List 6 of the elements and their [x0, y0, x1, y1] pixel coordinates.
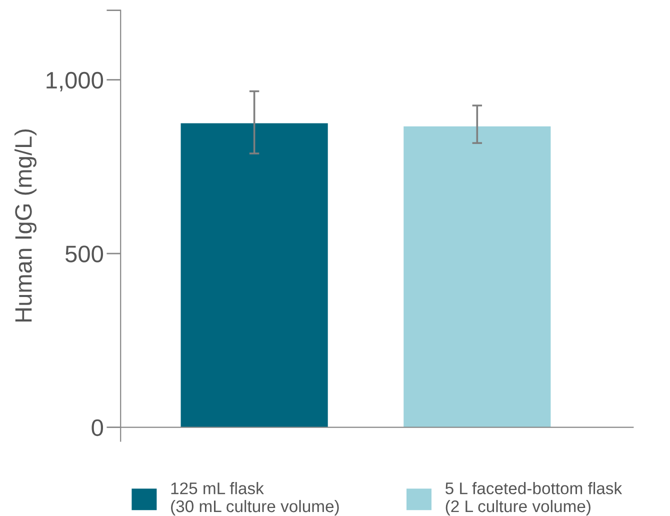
y-tick-label: 500: [65, 246, 104, 262]
legend-label: 5 L faceted-bottom flask (2 L culture volume): [445, 482, 622, 516]
y-axis-title: Human IgG (mg/L): [14, 129, 37, 322]
legend-label: 125 mL flask (30 mL culture volume): [171, 482, 339, 516]
y-tick-label: 1,000: [46, 72, 104, 92]
y-tick-label: 0: [92, 419, 104, 436]
